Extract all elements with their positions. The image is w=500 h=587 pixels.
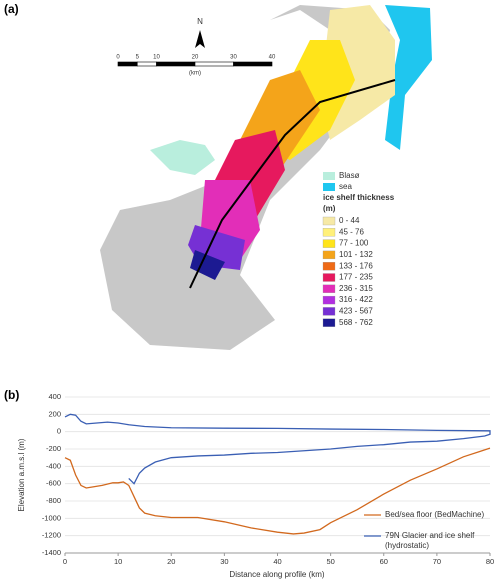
legend-swatch xyxy=(322,262,336,271)
legend-swatch xyxy=(322,273,336,282)
sea xyxy=(385,5,432,150)
x-tick-label: 10 xyxy=(114,557,122,566)
series-line xyxy=(64,447,491,535)
scale-segment xyxy=(156,61,196,67)
x-tick-label: 30 xyxy=(220,557,228,566)
y-tick-label: -200 xyxy=(46,444,61,453)
legend-swatch xyxy=(322,228,336,237)
scale-label: 20 xyxy=(192,55,199,61)
north-arrow xyxy=(195,30,205,48)
map: N xyxy=(100,5,432,350)
scale-label: 0 xyxy=(116,55,120,61)
line-chart: -1400 -1200 -1000 -800 -600 -400 -200 0 200 400 0 1… xyxy=(42,392,494,566)
legend-swatch xyxy=(322,216,336,226)
panel-label: (b) xyxy=(4,388,19,402)
scale-label: 40 xyxy=(269,55,276,61)
legend-label: 177 - 235 xyxy=(339,273,373,282)
legend-label: 236 - 315 xyxy=(339,284,373,293)
legend-swatch xyxy=(322,295,336,305)
x-tick-label: 50 xyxy=(326,557,334,566)
blaso xyxy=(150,140,215,175)
map-legend: Blasø sea ice shelf thickness (m)0 - 44 45 -… xyxy=(322,171,395,327)
legend-label: 423 - 567 xyxy=(339,307,373,316)
x-tick-label: 20 xyxy=(167,557,175,566)
legend-swatch xyxy=(323,183,335,191)
legend-unit: (m) xyxy=(323,204,336,213)
scale-label: 10 xyxy=(153,55,160,61)
legend-label: 45 - 76 xyxy=(339,227,364,236)
series-line xyxy=(64,413,491,485)
y-tick-label: 200 xyxy=(48,409,61,418)
shelf-zone xyxy=(190,250,225,280)
north-label: N xyxy=(197,17,203,26)
y-tick-label: -400 xyxy=(46,461,61,470)
x-axis-label: Distance along profile (km) xyxy=(229,570,324,579)
scale-segment xyxy=(194,61,234,67)
x-tick-label: 40 xyxy=(273,557,281,566)
y-tick-label: -1400 xyxy=(42,548,61,557)
legend-swatch xyxy=(323,172,335,180)
scale-label: 5 xyxy=(136,55,140,61)
x-tick-label: 70 xyxy=(433,557,441,566)
y-tick-label: 400 xyxy=(48,392,61,401)
panel-label: (a) xyxy=(4,2,19,16)
legend-label: 0 - 44 xyxy=(339,216,360,225)
scale-segment xyxy=(117,61,138,67)
y-axis-label: Elevation a.m.s.l (m) xyxy=(17,438,26,511)
scale-segment xyxy=(233,61,273,67)
legend-label: 79N Glacier and ice shelf (hydrostatic) xyxy=(385,531,475,550)
legend-swatch xyxy=(322,239,336,248)
legend-label: 316 - 422 xyxy=(339,295,373,304)
scale-segment xyxy=(136,61,157,67)
legend-swatch xyxy=(322,307,336,316)
x-tick-label: 60 xyxy=(380,557,388,566)
x-tick-label: 0 xyxy=(63,557,67,566)
scale-label: 30 xyxy=(230,55,237,61)
legend-label: 568 - 762 xyxy=(339,318,373,327)
legend-swatch xyxy=(322,318,336,327)
legend-swatch xyxy=(322,250,336,260)
scale-unit: (km) xyxy=(189,71,201,77)
legend-label: Bed/sea floor (BedMachine) xyxy=(385,510,485,519)
scale-bar: 0 5 10 20 30 40 (km) xyxy=(116,55,276,77)
y-tick-label: 0 xyxy=(57,427,61,436)
y-tick-label: -1200 xyxy=(42,531,61,540)
y-tick-label: -1000 xyxy=(42,513,61,522)
legend-swatch xyxy=(322,284,336,293)
y-tick-label: -800 xyxy=(46,496,61,505)
legend-label: 77 - 100 xyxy=(339,239,369,248)
legend-label: Blasø xyxy=(339,171,360,180)
legend-label: 101 - 132 xyxy=(339,250,373,259)
legend-label: 133 - 176 xyxy=(339,261,373,270)
legend-label: sea xyxy=(339,182,352,191)
y-tick-label: -600 xyxy=(46,479,61,488)
profile-line xyxy=(189,79,396,289)
x-tick-label: 80 xyxy=(486,557,494,566)
legend-title: ice shelf thickness xyxy=(323,193,395,202)
